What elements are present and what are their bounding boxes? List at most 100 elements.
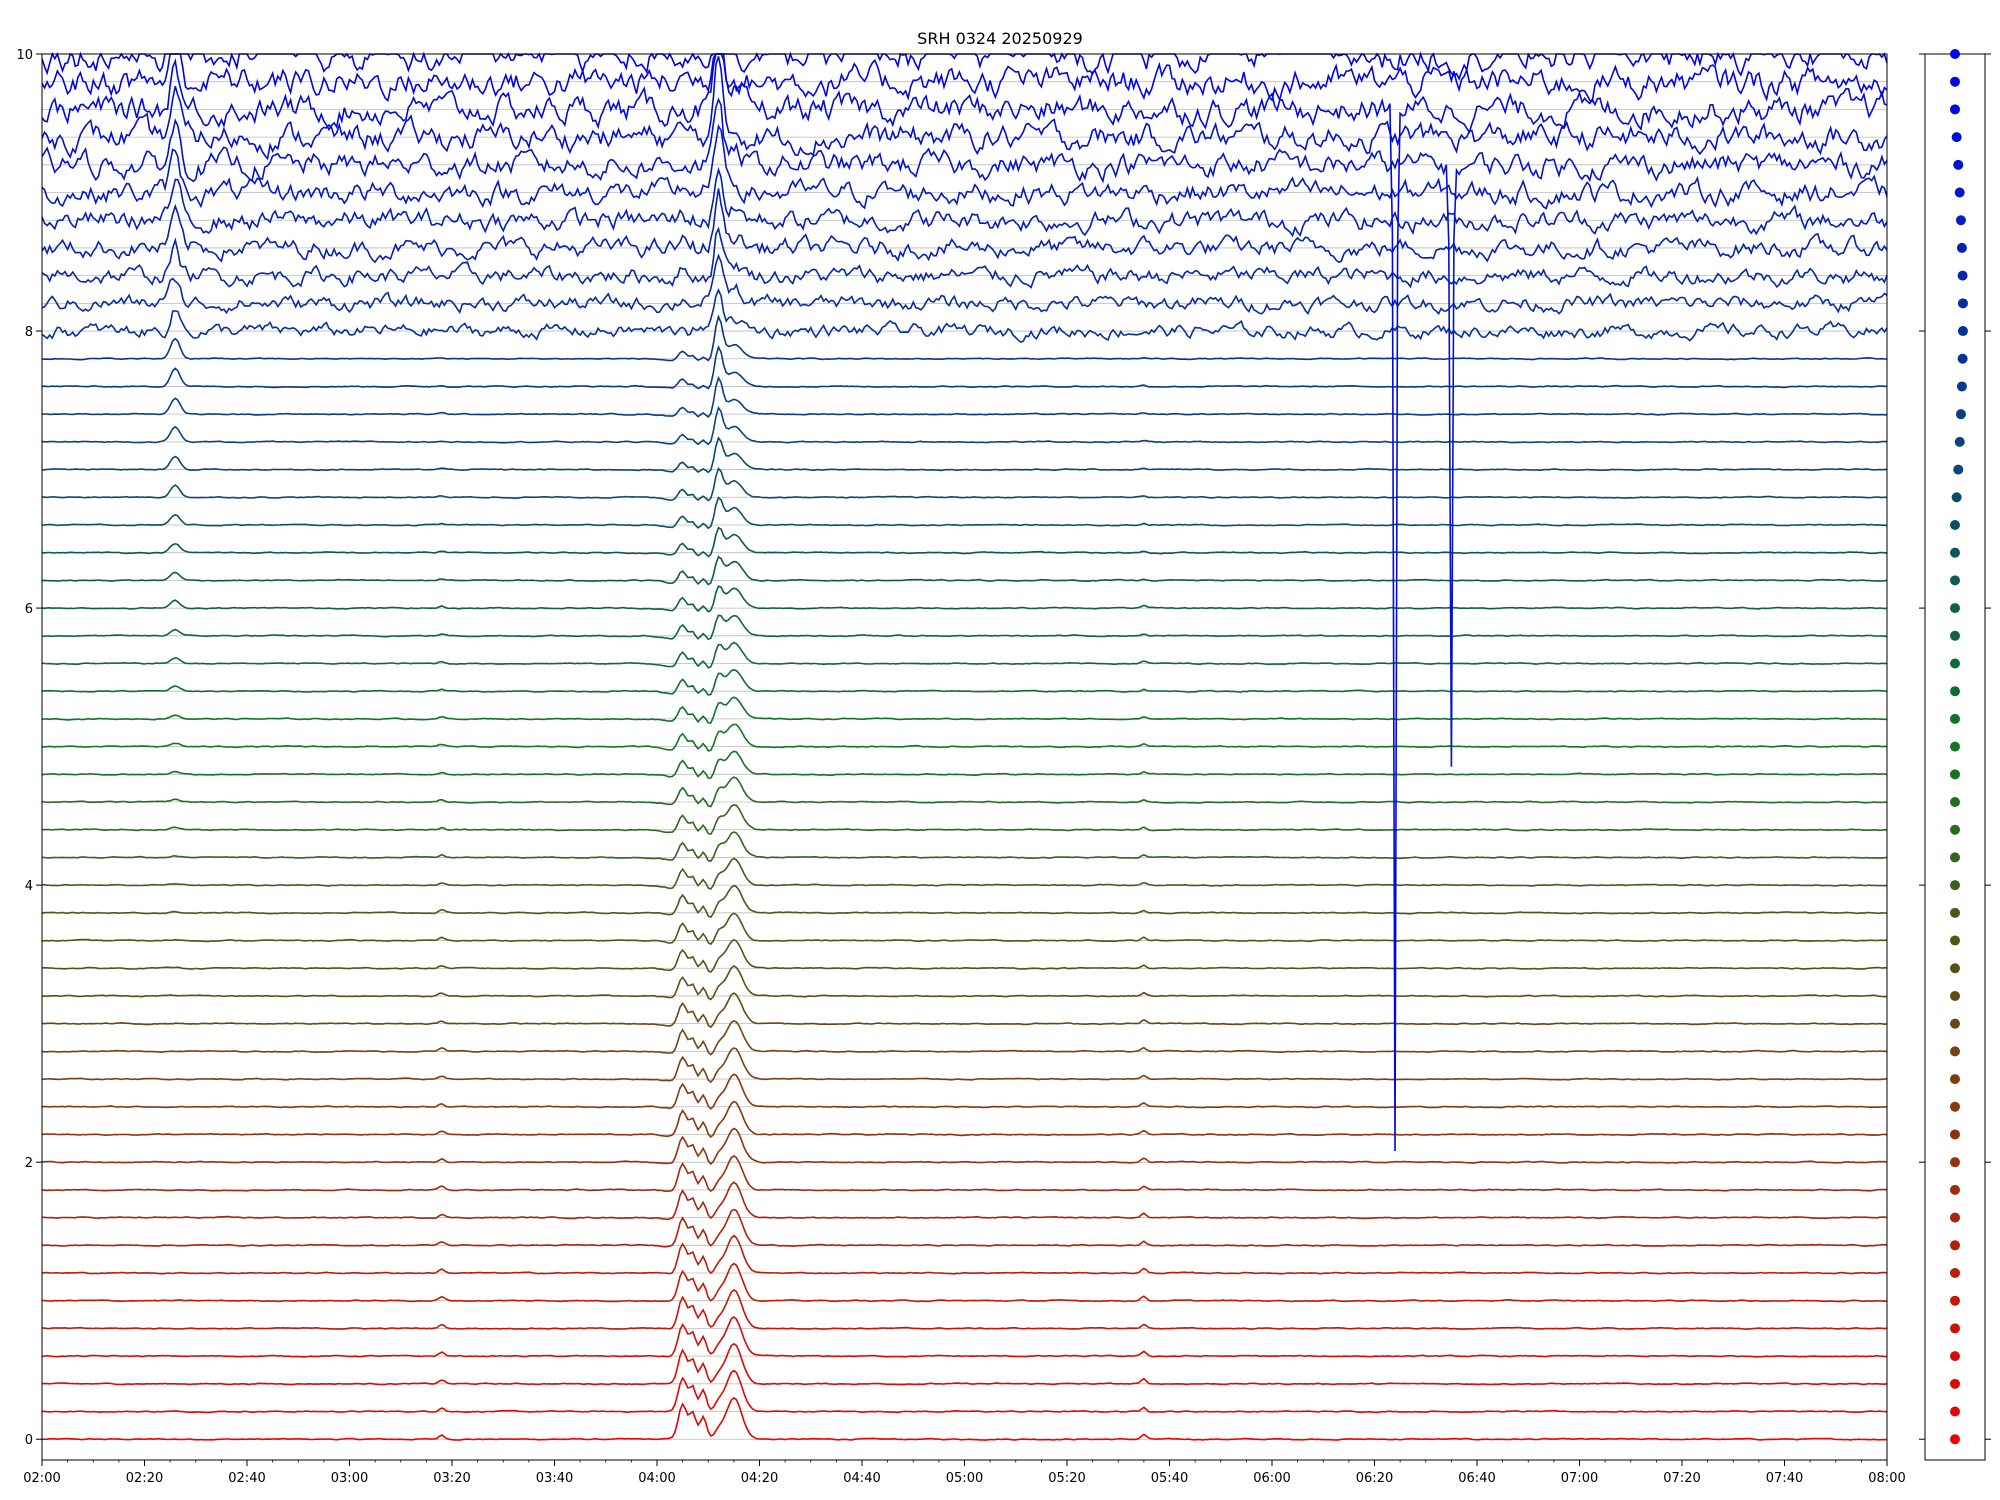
side-panel-point — [1950, 519, 1960, 530]
x-tick-label: 02:00 — [23, 1471, 60, 1486]
trace-line — [41, 992, 1888, 1029]
side-panel-point — [1950, 1351, 1960, 1362]
side-panel-point — [1950, 1295, 1960, 1306]
trace-line — [41, 188, 1888, 264]
trace-line — [41, 1181, 1888, 1221]
side-panel-point — [1950, 1240, 1960, 1251]
trace-line — [41, 1315, 1887, 1358]
side-panel-point — [1950, 630, 1960, 641]
side-panel-point — [1957, 298, 1968, 309]
side-panel-point — [1957, 326, 1968, 337]
trace-line — [41, 1342, 1888, 1386]
side-panel-point — [1950, 1129, 1960, 1140]
x-tick-label: 04:20 — [741, 1471, 778, 1486]
side-panel-point — [1950, 935, 1960, 946]
x-tick-label: 04:00 — [638, 1471, 675, 1486]
side-panel-point — [1953, 464, 1964, 475]
side-panel-point — [1950, 824, 1960, 835]
y-tick-label: 4 — [25, 879, 33, 894]
x-tick-label: 02:20 — [126, 1471, 163, 1486]
side-panel-points — [1950, 49, 1968, 1445]
side-panel-point — [1950, 104, 1960, 115]
trace-line — [41, 253, 1888, 316]
side-panel-point — [1950, 658, 1960, 669]
y-tick-label: 0 — [25, 1433, 33, 1448]
trace-line — [41, 1127, 1888, 1166]
side-panel-point — [1950, 1267, 1960, 1278]
trace-line — [41, 723, 1888, 752]
x-tick-label: 05:40 — [1151, 1471, 1188, 1486]
trace-line — [41, 555, 1888, 586]
trace-line — [41, 912, 1888, 946]
side-panel — [1919, 49, 1991, 1461]
trace-line — [41, 1289, 1888, 1331]
x-tick-label: 03:40 — [536, 1471, 573, 1486]
side-panel-point — [1950, 1212, 1960, 1223]
side-panel-point — [1951, 492, 1962, 503]
side-panel-point — [1957, 270, 1968, 281]
trace-line — [41, 1234, 1888, 1275]
x-tick-label: 07:40 — [1766, 1471, 1803, 1486]
x-tick-label: 06:00 — [1253, 1471, 1290, 1486]
trace-line — [41, 776, 1888, 808]
side-panel-point — [1950, 1046, 1960, 1057]
side-panel-point — [1950, 1101, 1960, 1112]
trace-line — [41, 585, 1888, 613]
x-tick-label: 07:20 — [1663, 1471, 1700, 1486]
side-panel-point — [1950, 603, 1960, 614]
trace-line — [41, 287, 1888, 344]
trace-line — [41, 166, 1888, 238]
trace-line — [41, 696, 1888, 724]
side-panel-point — [1950, 1074, 1960, 1085]
trace-line — [41, 314, 1887, 362]
x-tick-label: 03:00 — [331, 1471, 368, 1486]
side-panel-point — [1950, 963, 1960, 974]
side-panel-point — [1951, 132, 1962, 143]
trace-line — [41, 526, 1888, 558]
trace-line — [41, 938, 1887, 973]
side-panel-point — [1950, 49, 1960, 59]
y-tick-label: 8 — [25, 325, 33, 340]
x-tick-label: 02:40 — [228, 1471, 265, 1486]
side-panel-point — [1950, 907, 1960, 918]
trace-line — [41, 831, 1888, 862]
side-panel-point — [1957, 353, 1968, 364]
side-panel-point — [1950, 769, 1960, 780]
side-panel-point — [1950, 1406, 1960, 1417]
side-panel-point — [1950, 1434, 1960, 1445]
side-panel-point — [1950, 76, 1960, 87]
trace-line — [41, 405, 1888, 446]
side-panel-point — [1955, 409, 1966, 420]
side-panel-point — [1950, 1323, 1960, 1334]
side-panel-point — [1950, 880, 1960, 891]
side-panel-point — [1950, 797, 1960, 808]
trace-line — [42, 467, 1888, 502]
x-tick-label: 08:00 — [1868, 1471, 1905, 1486]
y-tick-label: 6 — [25, 602, 33, 617]
trace-line — [41, 496, 1888, 530]
trace-line — [41, 750, 1888, 780]
trace-line — [41, 124, 1888, 210]
side-panel-point — [1950, 1184, 1960, 1195]
trace-line — [41, 436, 1888, 474]
side-panel-point — [1950, 547, 1960, 558]
trace-line — [41, 53, 1888, 103]
y-tick-label: 10 — [16, 48, 33, 63]
x-tick-label: 05:20 — [1048, 1471, 1085, 1486]
side-panel-ticks — [1919, 53, 1991, 1440]
side-panel-point — [1950, 686, 1960, 697]
x-tick-label: 06:20 — [1356, 1471, 1393, 1486]
side-panel-point — [1950, 713, 1960, 724]
trace-line — [41, 56, 1888, 161]
trace-line — [41, 226, 1888, 289]
traces — [41, 51, 1888, 1441]
trace-line — [41, 1154, 1888, 1193]
trace-line — [41, 1073, 1888, 1110]
trace-line — [41, 1100, 1888, 1139]
trace-line — [41, 965, 1888, 1001]
trace-line — [41, 1019, 1888, 1056]
trace-line — [41, 884, 1888, 919]
trace-line — [41, 1396, 1888, 1441]
trace-line — [41, 53, 1888, 1152]
